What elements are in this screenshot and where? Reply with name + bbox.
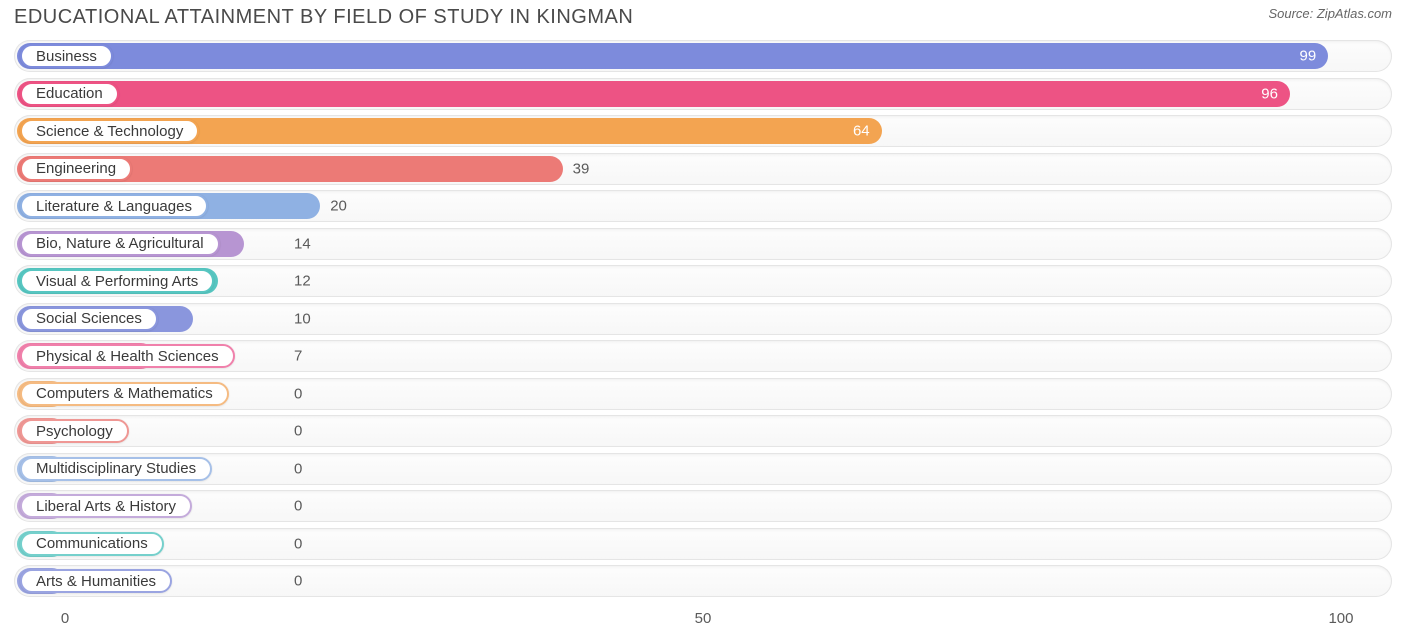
bar-value-label: 0 (294, 385, 302, 402)
bar-fill (17, 81, 1290, 107)
bar-value-label: 14 (294, 235, 311, 252)
chart-row: Social Sciences 10 (14, 303, 1392, 335)
bar-value-label: 20 (330, 198, 347, 215)
bar-value-label: 0 (294, 535, 302, 552)
bar-track (14, 490, 1392, 522)
chart-row: Arts & Humanities 0 (14, 565, 1392, 597)
axis-tick-label: 100 (1328, 610, 1353, 627)
bar-value-label: 39 (573, 160, 590, 177)
chart-row: Liberal Arts & History 0 (14, 490, 1392, 522)
chart-row: Physical & Health Sciences 7 (14, 340, 1392, 372)
category-pill: Physical & Health Sciences (20, 344, 235, 368)
category-pill: Visual & Performing Arts (20, 269, 214, 293)
bar-fill (17, 43, 1328, 69)
bar-value-label: 99 (1300, 48, 1317, 65)
bar-value-label: 96 (1261, 85, 1278, 102)
category-pill: Liberal Arts & History (20, 494, 192, 518)
bar-value-label: 0 (294, 423, 302, 440)
axis-tick-label: 0 (61, 610, 69, 627)
bar-value-label: 10 (294, 310, 311, 327)
category-pill: Literature & Languages (20, 194, 208, 218)
bar-value-label: 0 (294, 460, 302, 477)
chart-row: Communications 0 (14, 528, 1392, 560)
bar-track (14, 528, 1392, 560)
category-pill: Psychology (20, 419, 129, 443)
category-pill: Communications (20, 532, 164, 556)
chart-row: Psychology 0 (14, 415, 1392, 447)
chart-row: Education 96 (14, 78, 1392, 110)
bar-value-label: 64 (853, 123, 870, 140)
category-pill: Engineering (20, 157, 132, 181)
category-pill: Computers & Mathematics (20, 382, 229, 406)
bar-value-label: 0 (294, 573, 302, 590)
category-pill: Bio, Nature & Agricultural (20, 232, 220, 256)
bar-track (14, 415, 1392, 447)
category-pill: Education (20, 82, 119, 106)
bar-value-label: 12 (294, 273, 311, 290)
bar-track (14, 453, 1392, 485)
chart-row: Business 99 (14, 40, 1392, 72)
bar-track (14, 303, 1392, 335)
category-pill: Business (20, 44, 113, 68)
chart-row: Engineering 39 (14, 153, 1392, 185)
chart-title: EDUCATIONAL ATTAINMENT BY FIELD OF STUDY… (14, 6, 633, 29)
bar-value-label: 7 (294, 348, 302, 365)
category-pill: Arts & Humanities (20, 569, 172, 593)
chart-row: Science & Technology 64 (14, 115, 1392, 147)
bar-track (14, 265, 1392, 297)
category-pill: Multidisciplinary Studies (20, 457, 212, 481)
category-pill: Social Sciences (20, 307, 158, 331)
category-pill: Science & Technology (20, 119, 199, 143)
chart-row: Visual & Performing Arts 12 (14, 265, 1392, 297)
bar-value-label: 0 (294, 498, 302, 515)
axis-tick-label: 50 (695, 610, 712, 627)
chart-row: Multidisciplinary Studies 0 (14, 453, 1392, 485)
chart-row: Bio, Nature & Agricultural 14 (14, 228, 1392, 260)
chart-row: Literature & Languages 20 (14, 190, 1392, 222)
chart-row: Computers & Mathematics 0 (14, 378, 1392, 410)
bar-track (14, 565, 1392, 597)
source-attribution: Source: ZipAtlas.com (1268, 6, 1392, 21)
